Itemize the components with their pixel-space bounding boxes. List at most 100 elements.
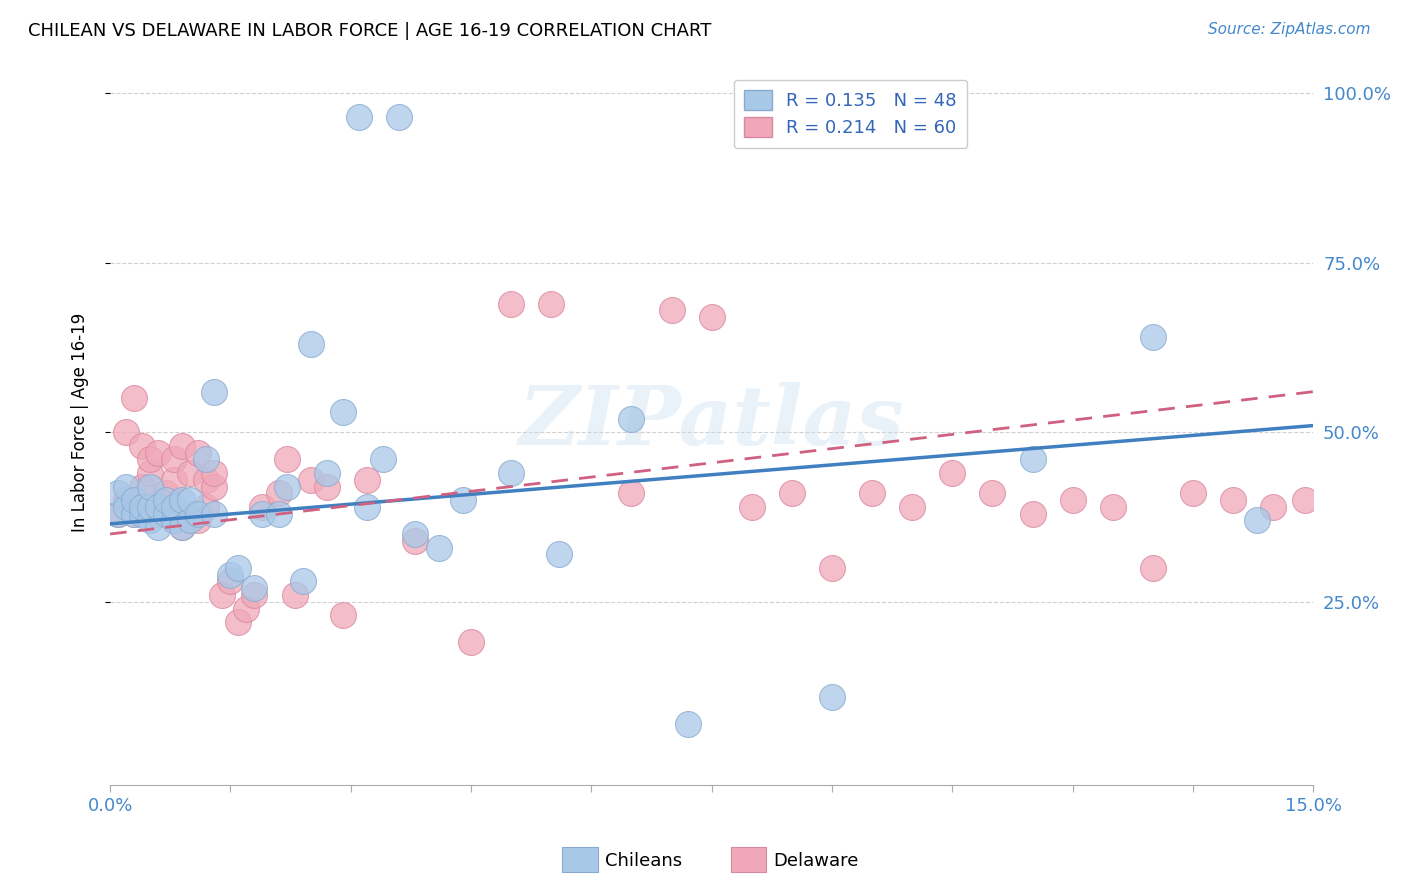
Point <box>187 507 209 521</box>
Point <box>1142 330 1164 344</box>
Point <box>163 452 186 467</box>
Point <box>1101 500 1123 514</box>
Point <box>1142 561 1164 575</box>
Point <box>620 411 643 425</box>
Point <box>284 588 307 602</box>
Point <box>195 452 218 467</box>
Point <box>276 479 298 493</box>
Point <box>131 507 153 521</box>
Point <box>332 405 354 419</box>
Point <box>1181 486 1204 500</box>
Point <box>291 574 314 589</box>
Point <box>155 493 177 508</box>
Point <box>148 520 170 534</box>
Point <box>155 507 177 521</box>
Point <box>172 520 194 534</box>
Point <box>202 466 225 480</box>
Point <box>235 601 257 615</box>
Point <box>131 479 153 493</box>
Point <box>122 507 145 521</box>
Point <box>356 473 378 487</box>
Point <box>1021 507 1043 521</box>
Point <box>155 486 177 500</box>
Point <box>179 466 201 480</box>
Point <box>115 493 138 508</box>
Text: Chileans: Chileans <box>605 852 682 870</box>
Point <box>139 452 162 467</box>
Point <box>1222 493 1244 508</box>
Point <box>356 500 378 514</box>
Point <box>501 466 523 480</box>
Point <box>404 527 426 541</box>
Point <box>540 296 562 310</box>
Point <box>115 425 138 440</box>
Point <box>163 500 186 514</box>
Point <box>243 581 266 595</box>
Point <box>661 303 683 318</box>
Point <box>981 486 1004 500</box>
Point <box>107 507 129 521</box>
Point <box>941 466 963 480</box>
Point <box>122 392 145 406</box>
Point <box>172 493 194 508</box>
Point <box>148 500 170 514</box>
Point <box>548 547 571 561</box>
Point <box>676 716 699 731</box>
Point <box>1062 493 1084 508</box>
Point <box>252 500 274 514</box>
Point <box>139 466 162 480</box>
Point <box>267 486 290 500</box>
Point <box>115 500 138 514</box>
Point <box>211 588 233 602</box>
Point <box>139 500 162 514</box>
Point <box>202 384 225 399</box>
Text: Source: ZipAtlas.com: Source: ZipAtlas.com <box>1208 22 1371 37</box>
Point <box>780 486 803 500</box>
Point <box>299 337 322 351</box>
Point <box>741 500 763 514</box>
Text: CHILEAN VS DELAWARE IN LABOR FORCE | AGE 16-19 CORRELATION CHART: CHILEAN VS DELAWARE IN LABOR FORCE | AGE… <box>28 22 711 40</box>
Point <box>131 439 153 453</box>
Point <box>1246 513 1268 527</box>
Point <box>1021 452 1043 467</box>
Point <box>172 439 194 453</box>
Point <box>347 110 370 124</box>
Point <box>228 615 250 629</box>
Point <box>700 310 723 325</box>
Point <box>1294 493 1316 508</box>
Point <box>901 500 924 514</box>
Point <box>187 445 209 459</box>
Point <box>427 541 450 555</box>
Text: ZIPatlas: ZIPatlas <box>519 382 904 462</box>
Point <box>315 479 337 493</box>
Point <box>501 296 523 310</box>
Point <box>179 493 201 508</box>
Point <box>371 452 394 467</box>
Point <box>179 507 201 521</box>
Point <box>315 466 337 480</box>
Text: Delaware: Delaware <box>773 852 859 870</box>
Point <box>163 473 186 487</box>
Point <box>451 493 474 508</box>
Point <box>1263 500 1285 514</box>
Point <box>148 507 170 521</box>
Point <box>243 588 266 602</box>
Point <box>172 520 194 534</box>
Point <box>620 486 643 500</box>
Point <box>332 608 354 623</box>
Point <box>821 690 844 704</box>
Point <box>195 500 218 514</box>
Point <box>131 500 153 514</box>
Point <box>179 513 201 527</box>
Point <box>252 507 274 521</box>
Point <box>388 110 411 124</box>
Point <box>821 561 844 575</box>
Point <box>276 452 298 467</box>
Point <box>115 479 138 493</box>
Point <box>107 486 129 500</box>
Point <box>860 486 883 500</box>
Point <box>122 493 145 508</box>
Point <box>122 507 145 521</box>
Point <box>148 445 170 459</box>
Point <box>163 513 186 527</box>
